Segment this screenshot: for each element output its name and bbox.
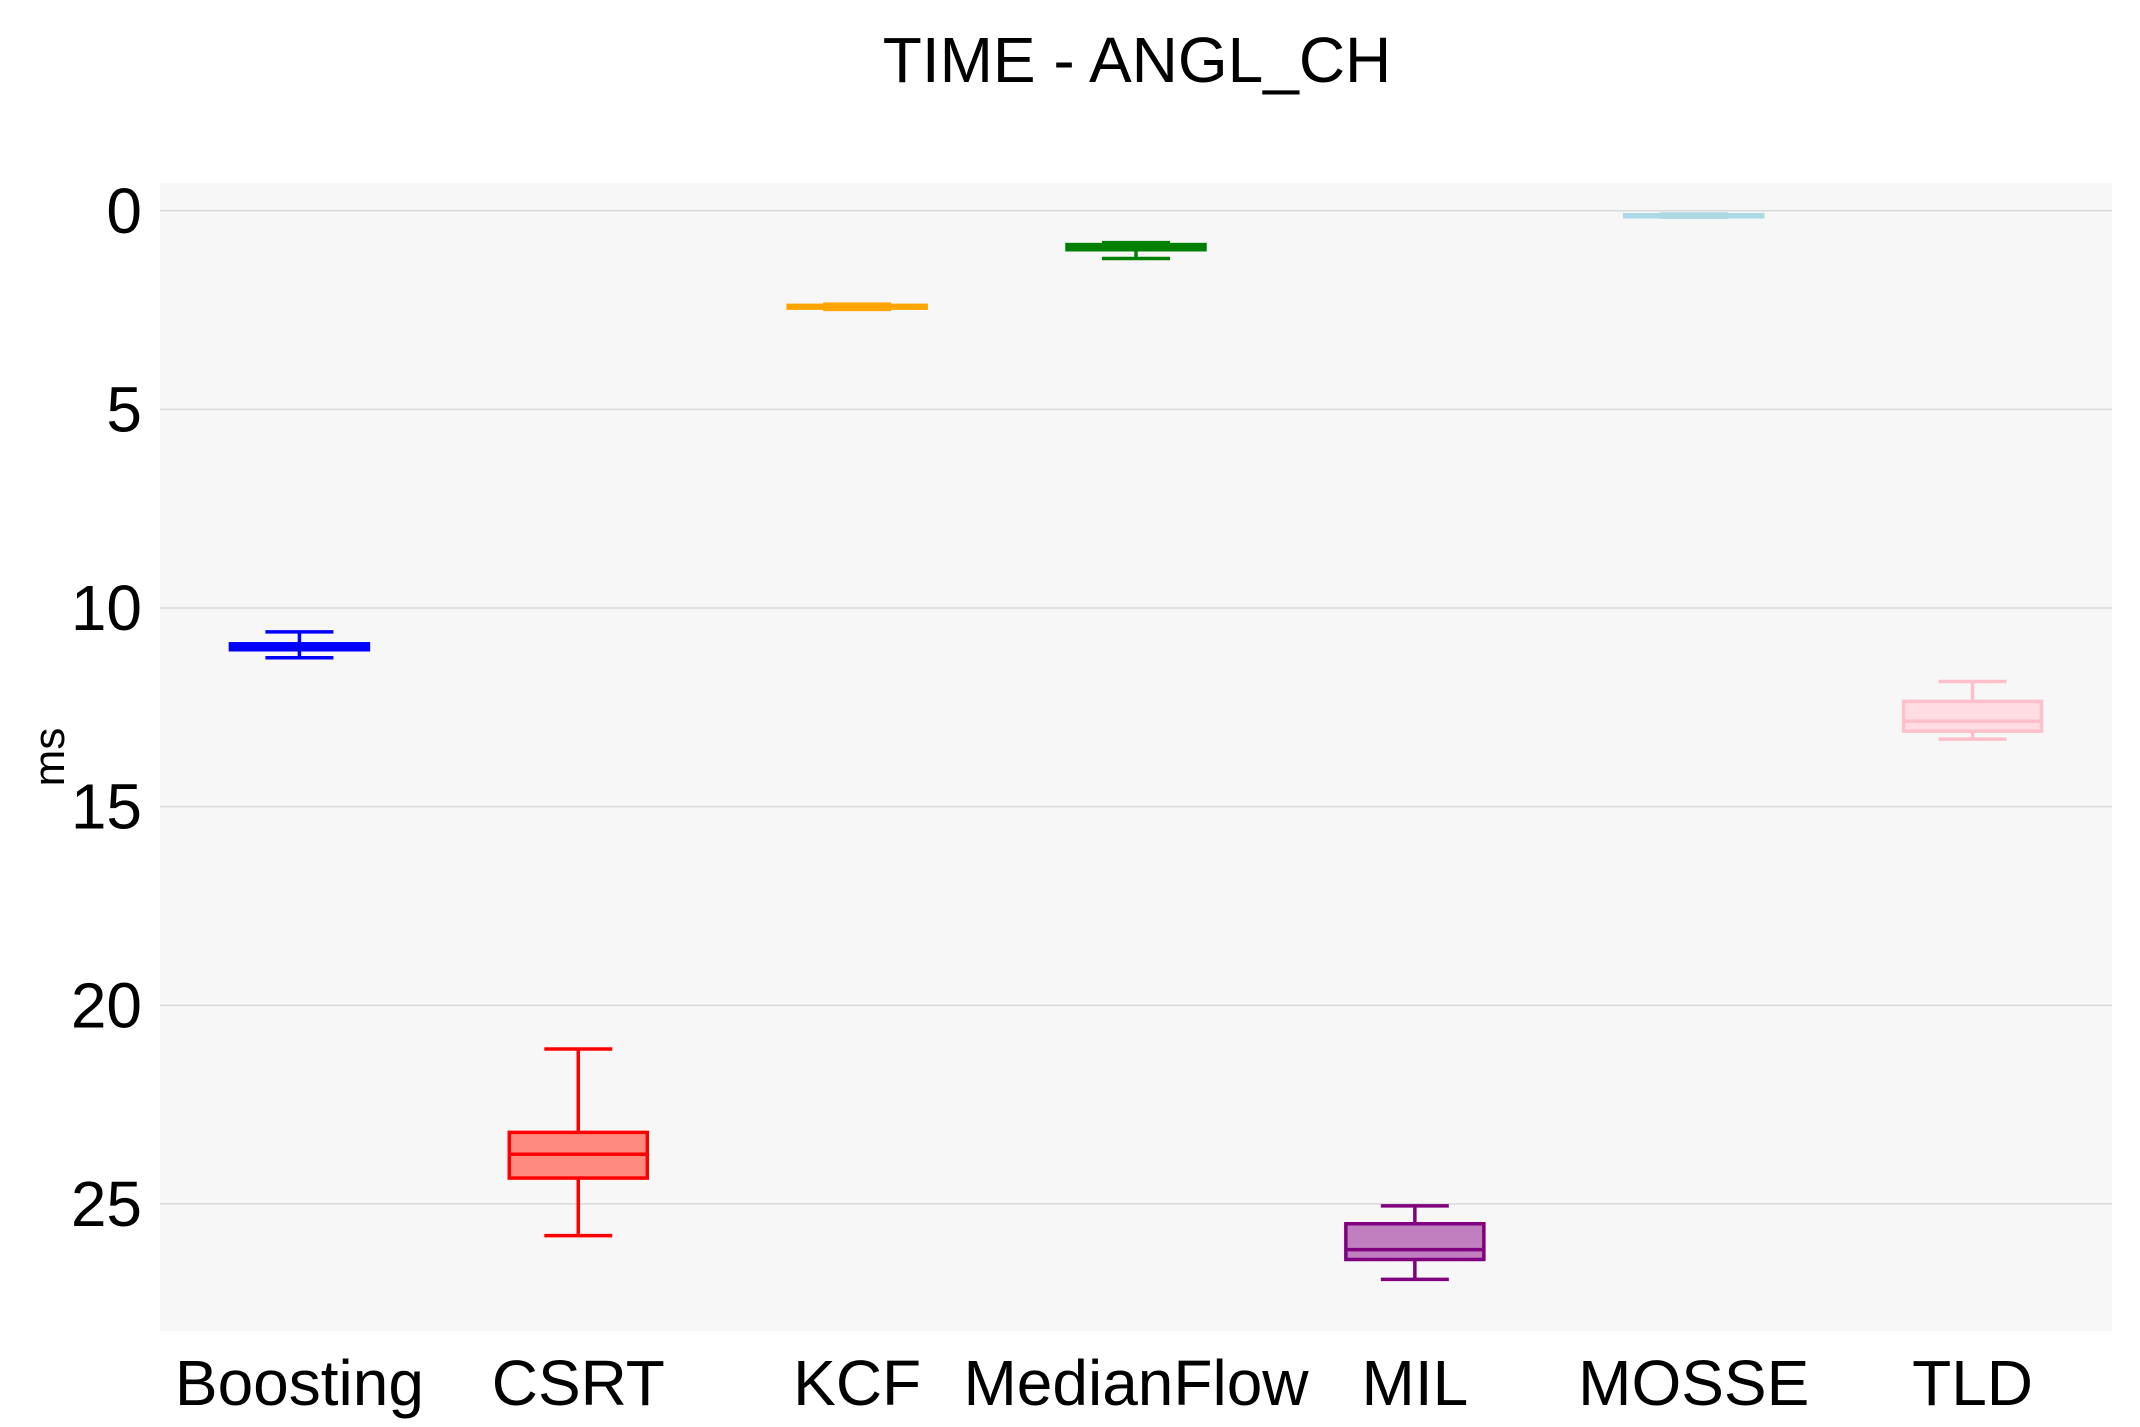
gridlines	[160, 210, 2112, 1205]
y-axis-ticks: 0 5 10 15 20 25	[71, 175, 142, 1240]
box-mosse	[1622, 212, 1765, 219]
x-tick-label: MOSSE	[1578, 1347, 1809, 1419]
box-csrt	[507, 1047, 650, 1238]
y-tick-label: 20	[71, 969, 142, 1041]
y-tick-label: 5	[106, 373, 142, 445]
x-tick-label: Boosting	[175, 1347, 424, 1419]
iqr-box	[1344, 1221, 1486, 1262]
chart-title: TIME - ANGL_CH	[883, 24, 1392, 96]
box-kcf	[786, 302, 928, 312]
x-tick-label: KCF	[793, 1347, 921, 1419]
iqr-box	[1901, 699, 2044, 733]
box-boosting	[228, 630, 371, 660]
plot-area	[160, 183, 2112, 1331]
y-tick-label: 0	[106, 175, 142, 247]
box-mil	[1344, 1204, 1486, 1282]
x-tick-label: MedianFlow	[963, 1347, 1309, 1419]
box-tld	[1901, 679, 2044, 741]
boxes	[228, 212, 2044, 1282]
x-tick-label: MIL	[1362, 1347, 1469, 1419]
y-tick-label: 15	[71, 771, 142, 843]
y-tick-label: 25	[71, 1168, 142, 1240]
box-medianflow	[1065, 240, 1207, 261]
x-tick-label: TLD	[1912, 1347, 2033, 1419]
y-tick-label: 10	[71, 572, 142, 644]
y-axis-label: ms	[25, 728, 74, 787]
x-axis-categories: Boosting CSRT KCF MedianFlow MIL MOSSE TLD	[175, 1347, 2033, 1419]
x-tick-label: CSRT	[492, 1347, 665, 1419]
